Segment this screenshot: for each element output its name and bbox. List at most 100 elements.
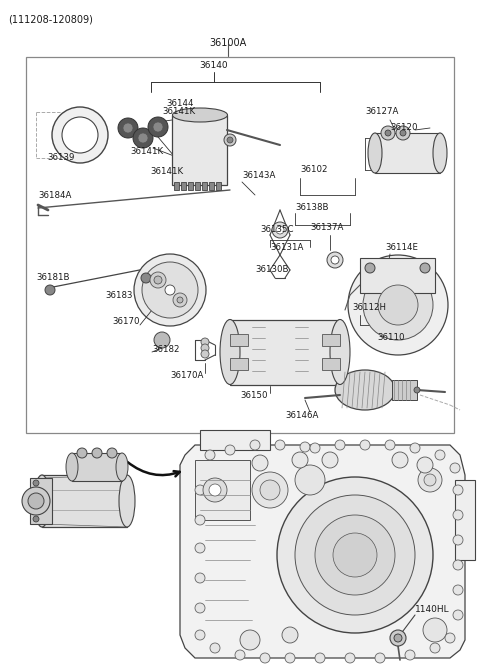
- Circle shape: [165, 285, 175, 295]
- Text: 36140: 36140: [200, 62, 228, 70]
- Circle shape: [331, 256, 339, 264]
- Circle shape: [195, 603, 205, 613]
- Circle shape: [45, 285, 55, 295]
- Text: 36100A: 36100A: [209, 38, 247, 48]
- Circle shape: [405, 650, 415, 660]
- Circle shape: [107, 448, 117, 458]
- Circle shape: [315, 515, 395, 595]
- Circle shape: [295, 465, 325, 495]
- Bar: [200, 430, 270, 450]
- Circle shape: [123, 123, 133, 133]
- Circle shape: [394, 634, 402, 642]
- Circle shape: [177, 297, 183, 303]
- Bar: [30, 478, 52, 524]
- Circle shape: [385, 130, 391, 136]
- Circle shape: [142, 262, 198, 318]
- Circle shape: [276, 226, 284, 234]
- Circle shape: [28, 493, 44, 509]
- Text: 36141K: 36141K: [150, 167, 183, 177]
- Circle shape: [153, 122, 163, 132]
- Text: 36137A: 36137A: [310, 223, 343, 233]
- Text: 36146A: 36146A: [285, 411, 318, 419]
- Ellipse shape: [172, 108, 228, 122]
- Circle shape: [400, 130, 406, 136]
- Text: 36141K: 36141K: [130, 147, 163, 157]
- Circle shape: [420, 263, 430, 273]
- Bar: [188, 182, 193, 190]
- Text: 36110: 36110: [377, 334, 405, 343]
- Circle shape: [240, 630, 260, 650]
- Text: 36114E: 36114E: [385, 244, 418, 252]
- Circle shape: [453, 535, 463, 545]
- Text: 36131A: 36131A: [270, 244, 303, 252]
- Bar: [195, 460, 250, 520]
- Circle shape: [272, 222, 288, 238]
- Ellipse shape: [34, 475, 50, 527]
- Bar: [202, 182, 207, 190]
- Circle shape: [396, 126, 410, 140]
- Circle shape: [424, 474, 436, 486]
- Bar: [174, 182, 179, 190]
- Bar: [375, 133, 440, 173]
- Text: 36144: 36144: [166, 100, 193, 108]
- Circle shape: [195, 630, 205, 640]
- Circle shape: [195, 515, 205, 525]
- Circle shape: [210, 643, 220, 653]
- Circle shape: [277, 477, 433, 633]
- Circle shape: [348, 255, 448, 355]
- Circle shape: [378, 285, 418, 325]
- Text: 1140HL: 1140HL: [415, 605, 450, 615]
- Circle shape: [365, 263, 375, 273]
- Text: 36170A: 36170A: [170, 371, 204, 379]
- Text: 36135C: 36135C: [260, 225, 293, 235]
- Bar: [195, 182, 200, 190]
- Bar: [42, 475, 127, 527]
- Polygon shape: [180, 445, 465, 658]
- Circle shape: [410, 443, 420, 453]
- Circle shape: [154, 332, 170, 348]
- Circle shape: [33, 516, 39, 522]
- Circle shape: [201, 338, 209, 346]
- Circle shape: [33, 480, 39, 486]
- Circle shape: [360, 440, 370, 450]
- Ellipse shape: [220, 320, 240, 385]
- Circle shape: [418, 468, 442, 492]
- Text: 36120: 36120: [390, 124, 418, 132]
- Circle shape: [138, 133, 148, 143]
- Circle shape: [275, 440, 285, 450]
- Bar: [322, 334, 340, 346]
- Circle shape: [195, 485, 205, 495]
- Circle shape: [423, 618, 447, 642]
- Circle shape: [148, 117, 168, 137]
- Text: (111208-120809): (111208-120809): [8, 14, 93, 24]
- Circle shape: [224, 134, 236, 146]
- Circle shape: [77, 448, 87, 458]
- Text: 36170: 36170: [112, 318, 140, 326]
- Circle shape: [22, 487, 50, 515]
- Circle shape: [327, 252, 343, 268]
- Circle shape: [133, 128, 153, 148]
- Circle shape: [62, 117, 98, 153]
- Circle shape: [333, 533, 377, 577]
- Circle shape: [235, 650, 245, 660]
- Circle shape: [310, 443, 320, 453]
- Circle shape: [453, 585, 463, 595]
- Circle shape: [335, 440, 345, 450]
- Text: 36139: 36139: [47, 153, 74, 163]
- Circle shape: [250, 440, 260, 450]
- Text: 36184A: 36184A: [38, 191, 72, 201]
- Circle shape: [252, 455, 268, 471]
- Text: 36102: 36102: [300, 165, 327, 175]
- Ellipse shape: [433, 133, 447, 173]
- Circle shape: [195, 543, 205, 553]
- Circle shape: [430, 643, 440, 653]
- Circle shape: [201, 344, 209, 352]
- Text: 36183: 36183: [105, 290, 132, 300]
- Circle shape: [453, 560, 463, 570]
- Bar: [209, 182, 214, 190]
- Text: 36112H: 36112H: [352, 304, 386, 312]
- Circle shape: [154, 276, 162, 284]
- Bar: [172, 115, 227, 185]
- Circle shape: [173, 293, 187, 307]
- Circle shape: [445, 633, 455, 643]
